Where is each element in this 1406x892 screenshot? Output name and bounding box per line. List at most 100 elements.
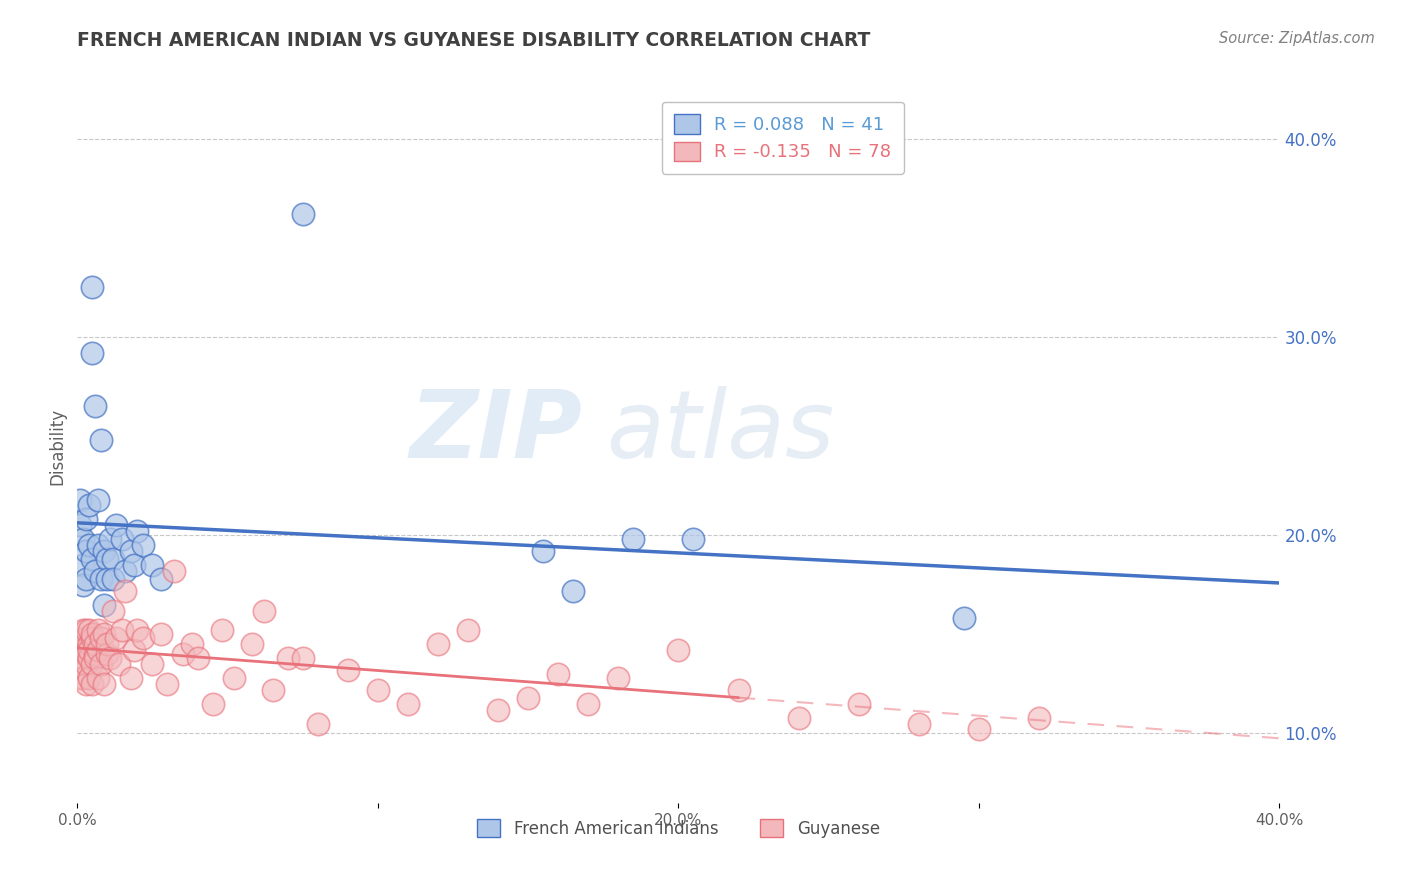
Point [69,671,91,685]
Point [93,677,115,691]
Point [124,558,146,572]
Point [132,538,155,552]
Point [141,558,163,572]
Point [150,627,173,641]
Point [105,632,128,646]
Point [96,637,118,651]
Point [69,632,91,646]
Point [682,532,704,546]
Point [82,280,104,294]
Point [396,697,419,711]
Point [607,671,630,685]
Point [93,544,115,558]
Point [75,624,97,638]
Point [72,671,94,685]
Point [114,583,136,598]
Point [82,552,104,566]
Point [172,647,194,661]
Point [82,627,104,641]
Text: atlas: atlas [606,386,835,477]
Text: FRENCH AMERICAN INDIAN VS GUYANESE DISABILITY CORRELATION CHART: FRENCH AMERICAN INDIAN VS GUYANESE DISAB… [77,31,870,50]
Point [75,657,97,671]
Point [124,643,146,657]
Point [547,667,569,681]
Point [150,572,173,586]
Point [111,624,134,638]
Point [127,624,149,638]
Y-axis label: Disability: Disability [48,408,66,484]
Point [103,603,125,617]
Point [84,637,107,651]
Point [531,544,554,558]
Point [75,572,97,586]
Point [103,572,125,586]
Point [72,643,94,657]
Point [82,632,104,646]
Point [517,690,540,705]
Point [100,532,122,546]
Point [668,643,690,657]
Point [79,499,101,513]
Point [90,657,112,671]
Point [141,657,163,671]
Point [84,651,107,665]
Point [727,682,749,697]
Point [79,624,101,638]
Point [79,643,101,657]
Point [69,518,91,533]
Point [96,647,118,661]
Point [367,682,389,697]
Text: Source: ZipAtlas.com: Source: ZipAtlas.com [1219,31,1375,46]
Point [291,207,314,221]
Point [84,400,107,414]
Point [75,677,97,691]
Point [111,532,134,546]
Point [90,632,112,646]
Legend: French American Indians, Guyanese: French American Indians, Guyanese [471,813,886,845]
Point [277,651,299,665]
Point [87,624,110,638]
Point [84,564,107,578]
Text: ZIP: ZIP [409,385,582,478]
Point [336,663,359,677]
Point [96,552,118,566]
Point [1028,710,1050,724]
Point [72,578,94,592]
Point [120,671,142,685]
Point [72,637,94,651]
Point [79,651,101,665]
Point [787,710,810,724]
Point [72,651,94,665]
Point [69,643,91,657]
Point [457,624,479,638]
Point [82,346,104,360]
Point [162,564,184,578]
Point [93,598,115,612]
Point [953,611,976,625]
Point [156,677,179,691]
Point [186,651,209,665]
Point [84,647,107,661]
Point [132,632,155,646]
Point [87,643,110,657]
Point [75,647,97,661]
Point [82,657,104,671]
Point [69,657,91,671]
Point [908,716,931,731]
Point [486,703,509,717]
Point [90,433,112,447]
Point [621,532,644,546]
Point [967,723,990,737]
Point [69,492,91,507]
Point [96,572,118,586]
Point [253,603,276,617]
Point [427,637,450,651]
Point [180,637,202,651]
Point [82,677,104,691]
Point [576,697,599,711]
Point [87,671,110,685]
Point [201,697,224,711]
Point [307,716,329,731]
Point [72,558,94,572]
Point [105,518,128,533]
